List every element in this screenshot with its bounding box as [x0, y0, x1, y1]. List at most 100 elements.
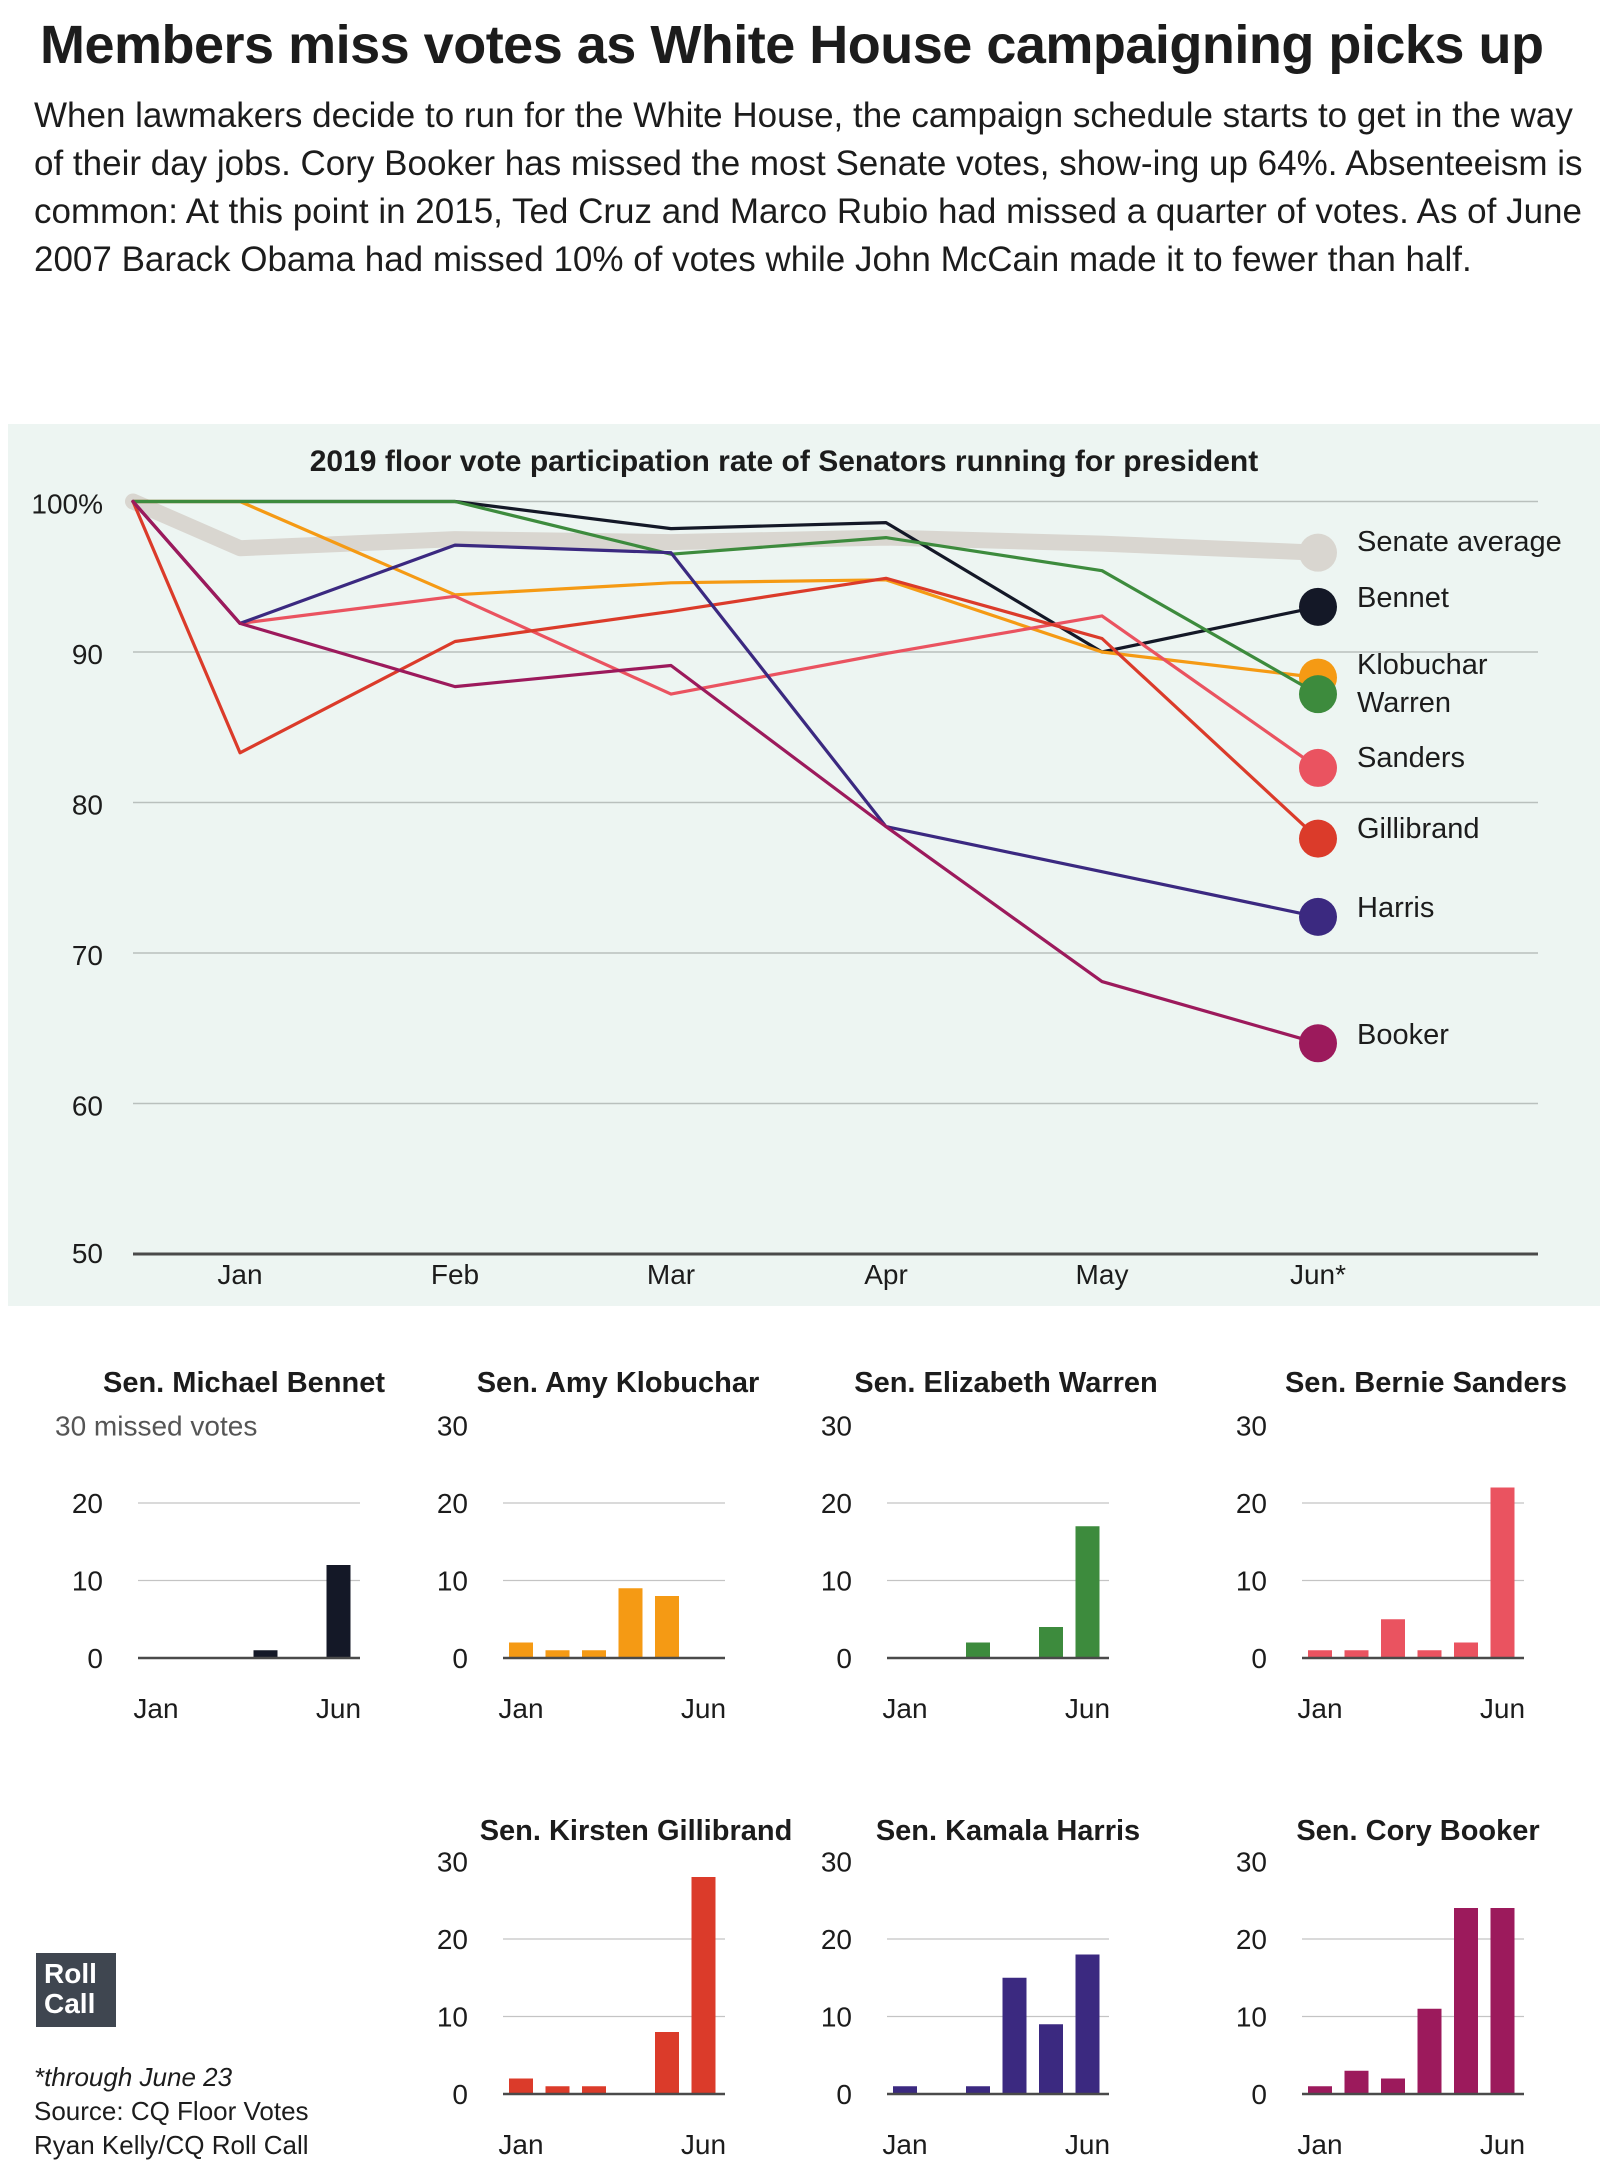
x-tick-label: Mar: [647, 1259, 695, 1290]
bar-chart-title: Sen. Bernie Sanders: [1285, 1367, 1567, 1399]
bar-chart-kamala-harris: Sen. Kamala Harris 0 10 20 30 Jan Jun: [821, 1815, 1140, 2160]
bar-mar: [582, 1650, 606, 1658]
bar-chart-title: Sen. Kamala Harris: [876, 1815, 1140, 1847]
bar-mar: [582, 2086, 606, 2094]
chart-title: 2019 floor vote participation rate of Se…: [310, 445, 1259, 478]
y-tick-label: 0: [87, 1643, 103, 1674]
x-tick-label: Jun: [1065, 1693, 1110, 1724]
y-tick-label: 50: [72, 1238, 103, 1269]
x-tick-label: Jan: [882, 1693, 927, 1724]
y-tick-label: 0: [1251, 2079, 1267, 2110]
x-tick-label: Jan: [133, 1693, 178, 1724]
bar-chart-bernie-sanders: Sen. Bernie Sanders 0 10 20 30 Jan Jun: [1236, 1367, 1567, 1724]
series-label-sanders: Sanders: [1357, 742, 1465, 774]
series-label-bennet: Bennet: [1357, 582, 1449, 614]
x-tick-label: Jan: [498, 2129, 543, 2160]
bar-chart-title: Sen. Elizabeth Warren: [854, 1367, 1158, 1399]
end-point-gillibrand: [1299, 819, 1337, 858]
y-tick-label: 30: [821, 1847, 852, 1878]
y-tick-label: 60: [72, 1091, 103, 1122]
bar-jan: [509, 1642, 533, 1658]
line-chart: 2019 floor vote participation rate of Se…: [31, 445, 1562, 1290]
y-tick-label: 30: [1236, 1847, 1267, 1878]
y-tick-label: 80: [72, 790, 103, 821]
bar-mar: [966, 1642, 990, 1658]
bar-feb: [1344, 2070, 1369, 2094]
bar-may: [655, 1596, 679, 1658]
x-tick-label: Jun: [681, 2129, 726, 2160]
end-point-bennet: [1299, 587, 1337, 626]
y-tick-label: 20: [1236, 1488, 1267, 1519]
bar-mar: [1381, 2078, 1405, 2094]
x-tick-label: Jun: [1065, 2129, 1110, 2160]
y-tick-label: 10: [1236, 2002, 1267, 2033]
bar-apr: [1417, 2008, 1442, 2094]
y-tick-label: 0: [452, 1643, 468, 1674]
bar-jun: [1490, 1908, 1515, 2094]
y-tick-label: 90: [72, 639, 103, 670]
bar-apr: [618, 1588, 643, 1658]
x-tick-label: Jan: [882, 2129, 927, 2160]
x-tick-label: Apr: [864, 1259, 908, 1290]
main-chart-panel: 2019 floor vote participation rate of Se…: [8, 424, 1600, 1306]
footnote-note: *through June 23: [34, 2062, 233, 2092]
x-tick-label: Jun: [681, 1693, 726, 1724]
bar-chart-title: Sen. Cory Booker: [1296, 1815, 1539, 1847]
y-tick-label: 20: [1236, 1924, 1267, 1955]
bar-chart-elizabeth-warren: Sen. Elizabeth Warren 0 10 20 30 Jan Jun: [821, 1367, 1158, 1724]
x-tick-label: Feb: [431, 1259, 479, 1290]
y-tick-label: 10: [821, 2002, 852, 2033]
y-tick-label: 20: [821, 1924, 852, 1955]
y-tick-label: 30: [437, 1411, 468, 1442]
x-tick-label: Jan: [217, 1259, 262, 1290]
x-tick-label: Jan: [1297, 1693, 1342, 1724]
bar-jun: [1075, 1526, 1100, 1658]
y-tick-label: 0: [836, 2079, 852, 2110]
series-line-gillibrand: [131, 499, 1320, 841]
bar-jan: [1308, 1650, 1332, 1658]
y-tick-label: 30: [1236, 1411, 1267, 1442]
series-line-booker: [131, 499, 1320, 1045]
logo-line-2: Call: [44, 1988, 96, 2019]
bar-feb: [545, 1650, 570, 1658]
bar-may: [1039, 2024, 1063, 2094]
logo-line-1: Roll: [44, 1958, 97, 1989]
bar-jun: [1075, 1954, 1100, 2094]
y-tick-label: 30: [437, 1847, 468, 1878]
bar-mar: [1381, 1619, 1405, 1658]
y-tick-label: 30 missed votes: [55, 1411, 257, 1442]
x-tick-label: Jan: [498, 1693, 543, 1724]
bar-apr: [1417, 1650, 1442, 1658]
x-tick-label: Jun*: [1290, 1259, 1346, 1290]
bar-jan: [893, 2086, 917, 2094]
series-label-senate-average: Senate average: [1357, 526, 1562, 558]
y-tick-label: 20: [437, 1488, 468, 1519]
x-tick-label: Jun: [1480, 1693, 1525, 1724]
bar-chart-title: Sen. Michael Bennet: [103, 1367, 385, 1399]
bar-jun: [691, 1877, 716, 2094]
x-tick-label: Jun: [316, 1693, 361, 1724]
bar-apr: [1002, 1977, 1027, 2094]
y-tick-label: 20: [72, 1488, 103, 1519]
series-line-senate-average: [125, 493, 1326, 561]
bar-may: [1454, 1908, 1478, 2094]
bar-may: [655, 2032, 679, 2094]
footnote-source: Source: CQ Floor Votes: [34, 2096, 309, 2126]
x-tick-label: Jun: [1480, 2129, 1525, 2160]
bar-may: [1039, 1627, 1063, 1658]
y-tick-label: 20: [437, 1924, 468, 1955]
bar-chart-amy-klobuchar: Sen. Amy Klobuchar 0 10 20 30 Jan Jun: [437, 1367, 759, 1724]
y-tick-label: 20: [821, 1488, 852, 1519]
y-tick-label: 30: [821, 1411, 852, 1442]
bar-feb: [1344, 1650, 1369, 1658]
series-label-harris: Harris: [1357, 892, 1434, 924]
series-label-booker: Booker: [1357, 1019, 1449, 1051]
end-point-senate-average: [1299, 533, 1337, 572]
bar-mar: [966, 2086, 990, 2094]
bar-apr: [253, 1650, 278, 1658]
x-tick-label: May: [1076, 1259, 1129, 1290]
bar-jan: [1308, 2086, 1332, 2094]
y-tick-label: 0: [452, 2079, 468, 2110]
bar-chart-title: Sen. Kirsten Gillibrand: [480, 1815, 793, 1847]
